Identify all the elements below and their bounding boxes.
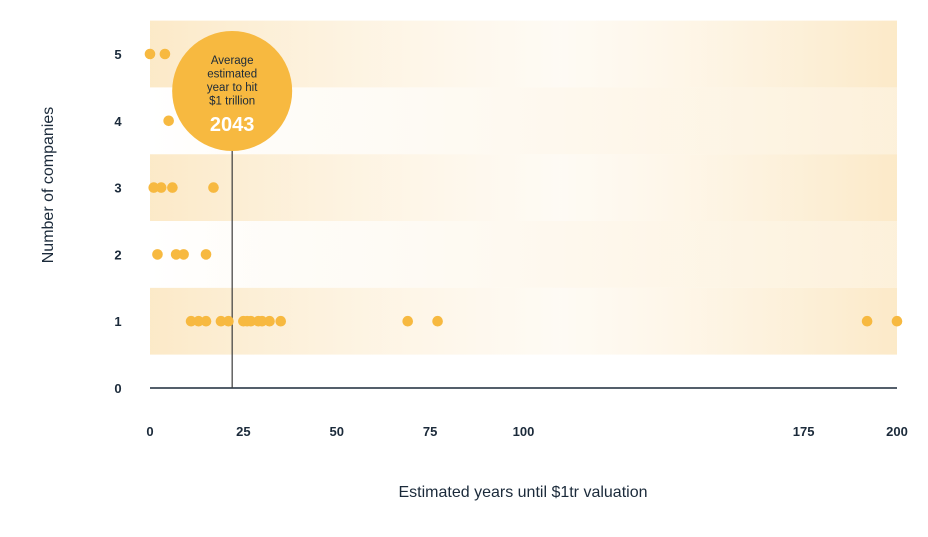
data-point (256, 315, 268, 327)
data-point (402, 315, 414, 327)
data-point (208, 182, 219, 193)
background-band (150, 154, 897, 221)
y-tick-label: 3 (114, 181, 121, 196)
x-tick-label: 100 (513, 424, 535, 439)
x-tick-labels: 0 25 50 75 100 175 200 (146, 424, 907, 439)
data-point (275, 315, 287, 327)
data-point (159, 48, 171, 60)
x-tick-label: 25 (236, 424, 250, 439)
data-point (170, 249, 182, 260)
data-point (144, 48, 156, 60)
y-tick-labels: 0 1 2 3 4 5 (114, 47, 122, 396)
data-point (861, 315, 873, 327)
background-band (150, 221, 897, 288)
data-point (200, 315, 212, 327)
data-point (215, 315, 227, 327)
data-point (185, 315, 197, 327)
data-points (144, 48, 903, 327)
annotation-line: estimated (207, 69, 257, 81)
annotation-line: year to hit (207, 82, 258, 94)
data-point (200, 249, 212, 260)
data-point (432, 315, 443, 327)
y-tick-label: 1 (114, 314, 121, 329)
data-point (152, 249, 163, 260)
data-point (163, 115, 174, 127)
x-tick-label: 75 (423, 424, 437, 439)
annotation-bubble (172, 31, 293, 151)
annotation-value: 2043 (210, 114, 255, 136)
data-point (891, 315, 903, 327)
data-point (155, 182, 167, 193)
data-point (148, 182, 160, 193)
data-point (245, 315, 257, 327)
x-tick-label: 175 (793, 424, 815, 439)
x-axis-title: Estimated years until $1tr valuation (398, 484, 647, 501)
data-point (167, 182, 178, 193)
annotation-line: Average (211, 55, 254, 67)
y-tick-label: 0 (114, 381, 121, 396)
x-tick-label: 0 (146, 424, 153, 439)
y-tick-label: 4 (114, 114, 122, 129)
y-tick-label: 5 (114, 47, 121, 62)
data-point (264, 315, 275, 327)
annotation-line: $1 trillion (209, 96, 255, 108)
data-point (223, 315, 234, 327)
x-tick-label: 50 (330, 424, 344, 439)
y-tick-label: 2 (114, 247, 121, 262)
x-tick-label: 200 (886, 424, 908, 439)
data-point (193, 315, 204, 327)
y-axis-title: Number of companies (40, 107, 57, 264)
data-point (178, 249, 189, 260)
